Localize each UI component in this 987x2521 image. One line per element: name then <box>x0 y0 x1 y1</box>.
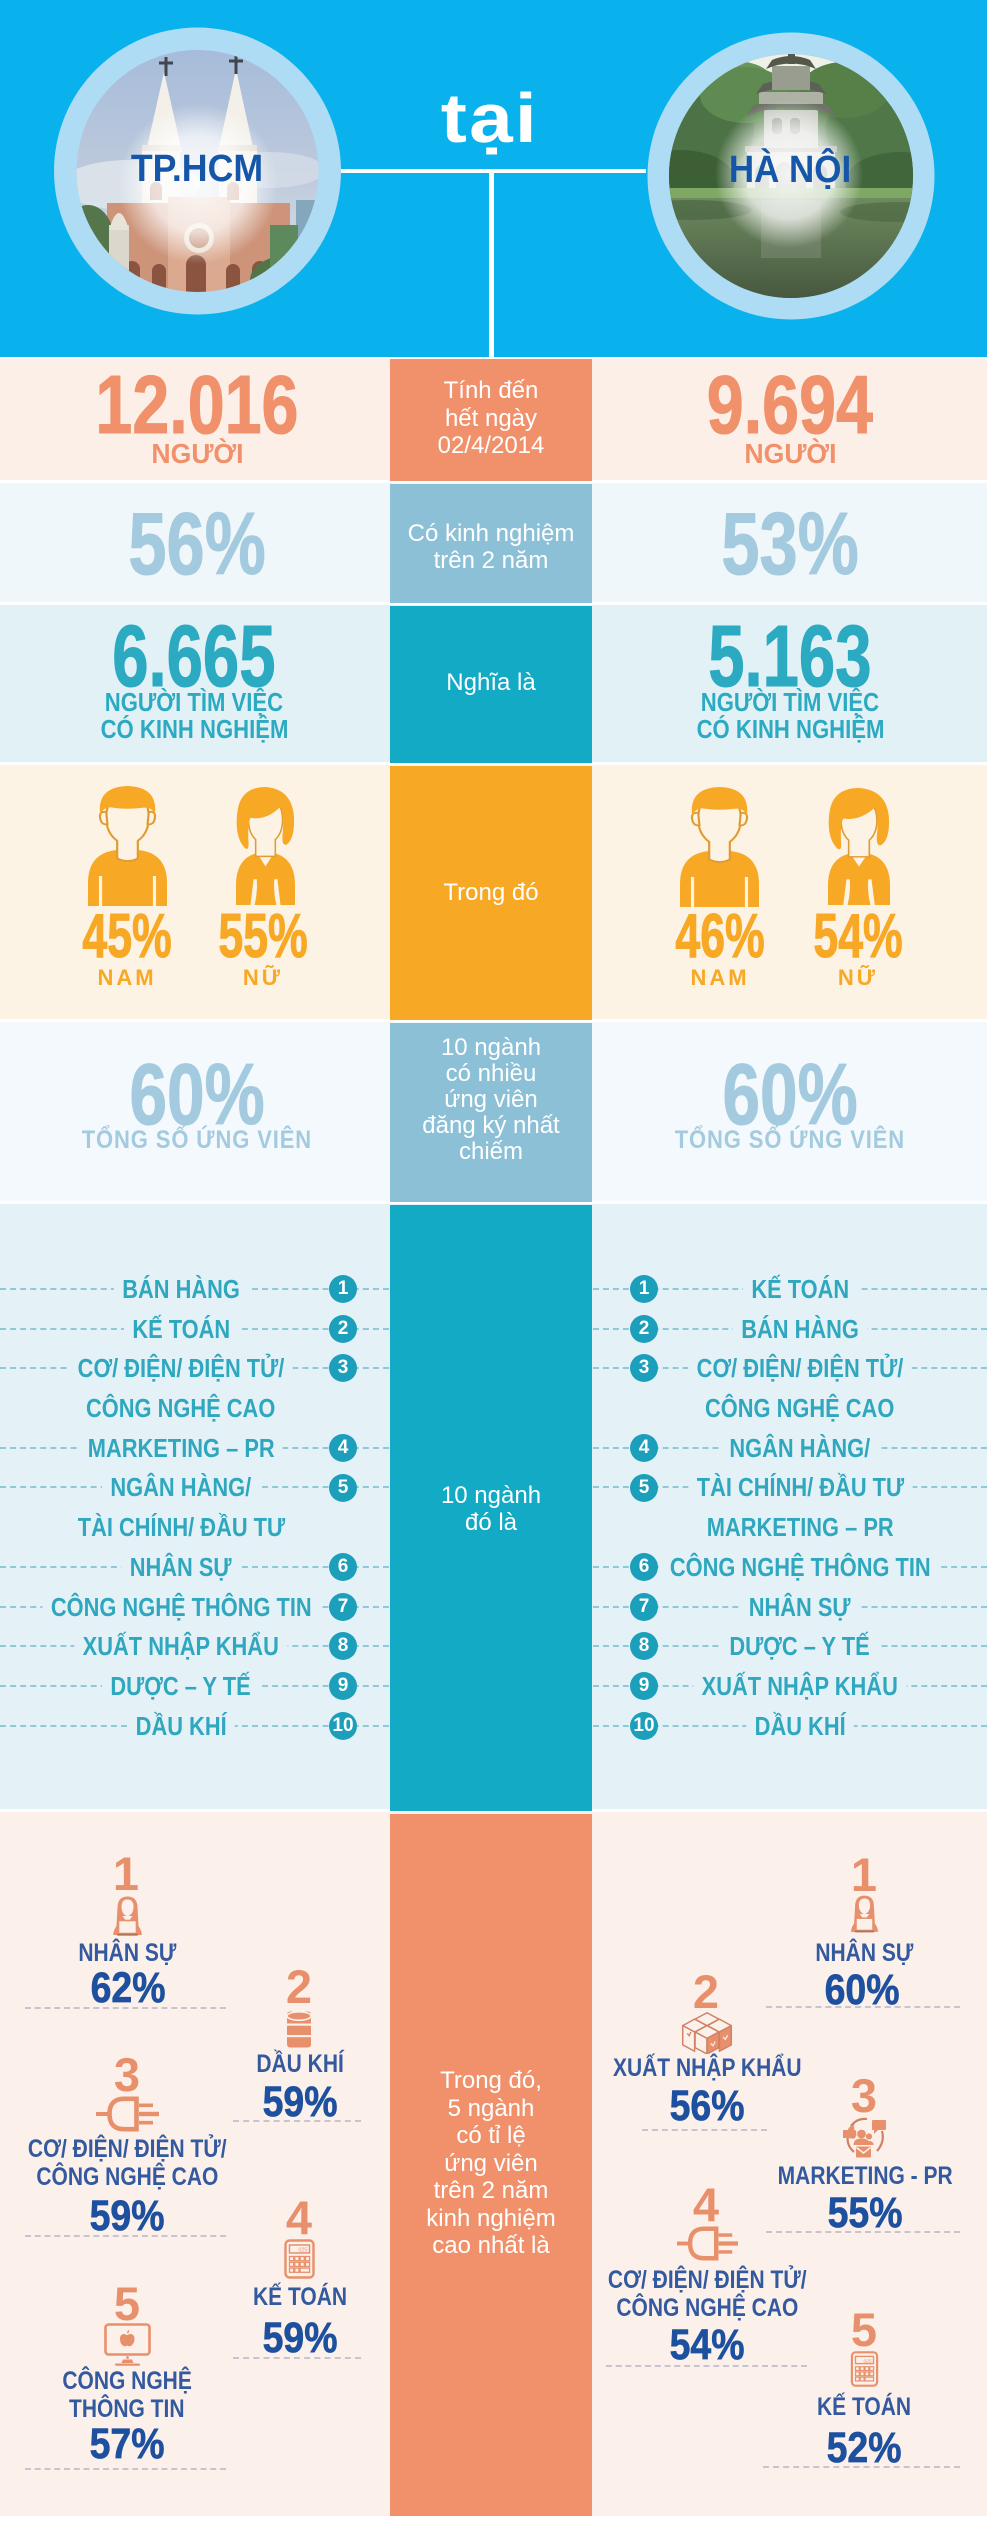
svg-text:HÀ NỘI: HÀ NỘI <box>729 147 851 191</box>
svg-text:TP.HCM: TP.HCM <box>131 147 263 189</box>
